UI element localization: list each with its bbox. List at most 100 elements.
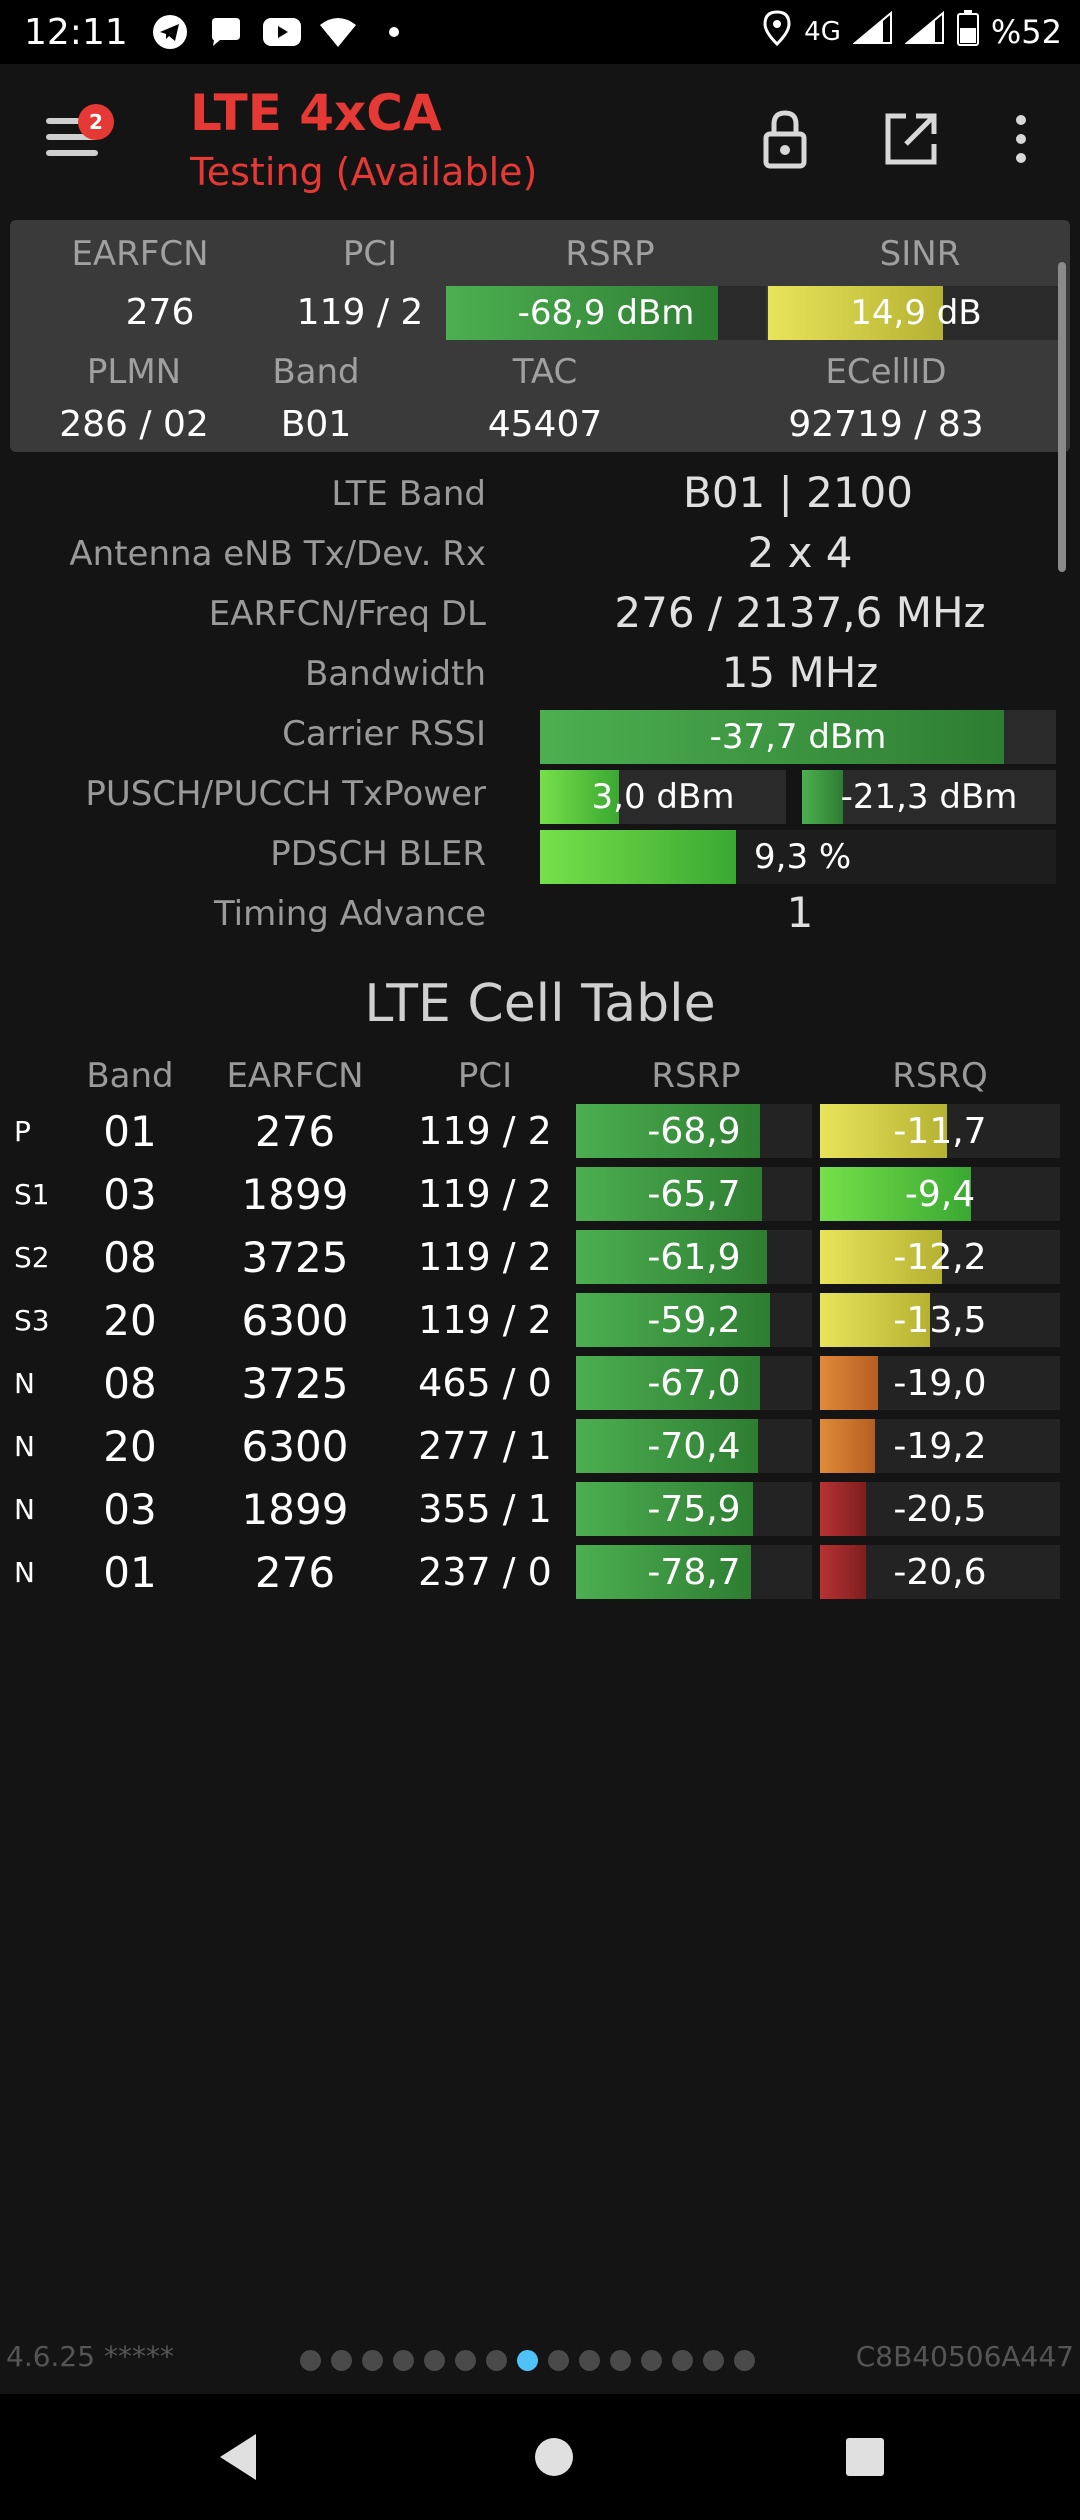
- cell-rsrp-bar: -70,4: [576, 1419, 812, 1473]
- signal-icon: [852, 10, 893, 53]
- page-title: LTE 4xCA: [190, 84, 442, 142]
- pucch-value: -21,3 dBm: [840, 777, 1018, 817]
- antenna-label: Antenna eNB Tx/Dev. Rx: [69, 534, 486, 574]
- cell-pci: 119 / 2: [418, 1298, 552, 1342]
- cell-rsrq-value: -19,2: [893, 1425, 987, 1467]
- ecellid-value: 92719 / 83: [788, 404, 984, 445]
- page-dot[interactable]: [703, 2350, 724, 2371]
- status-time: 12:11: [24, 11, 128, 53]
- pusch-bar: 3,0 dBm: [540, 770, 786, 824]
- cell-table-title: LTE Cell Table: [364, 974, 716, 1034]
- rsrp-value: -68,9 dBm: [517, 293, 695, 333]
- page-dot[interactable]: [672, 2350, 693, 2371]
- col-earfcn: EARFCN: [226, 1056, 364, 1096]
- cell-rsrq-value: -20,5: [893, 1488, 987, 1530]
- cell-earfcn: 3725: [241, 1232, 349, 1282]
- bandwidth-label: Bandwidth: [304, 654, 486, 694]
- lock-button[interactable]: [750, 104, 820, 174]
- antenna-value: 2 x 4: [747, 528, 853, 577]
- telegram-icon: [150, 12, 190, 52]
- cell-rsrq-value: -11,7: [893, 1110, 987, 1152]
- cell-band: 20: [103, 1421, 157, 1471]
- plmn-value: 286 / 02: [59, 404, 209, 445]
- cell-pci: 119 / 2: [418, 1235, 552, 1279]
- rssi-value: -37,7 dBm: [709, 717, 887, 757]
- page-dot[interactable]: [610, 2350, 631, 2371]
- open-external-button[interactable]: [876, 104, 946, 174]
- earfcn-label: EARFCN: [71, 234, 209, 274]
- col-rsrp: RSRP: [651, 1056, 741, 1096]
- cell-rsrp-value: -75,9: [647, 1488, 741, 1530]
- rssi-label: Carrier RSSI: [282, 714, 486, 754]
- page-dot[interactable]: [393, 2350, 414, 2371]
- wifi-icon: [318, 12, 358, 52]
- sinr-label: SINR: [879, 234, 961, 274]
- cell-type: S2: [14, 1240, 50, 1274]
- table-row: N 03 1899 355 / 1 -75,9 -20,5: [0, 1478, 1080, 1540]
- rssi-bar: -37,7 dBm: [540, 710, 1056, 764]
- page-dot[interactable]: [548, 2350, 569, 2371]
- cell-pci: 465 / 0: [418, 1361, 552, 1405]
- page-dot[interactable]: [734, 2350, 755, 2371]
- pci-value: 119 / 2: [296, 292, 424, 333]
- cell-rsrp-value: -61,9: [647, 1236, 741, 1278]
- table-row: S3 20 6300 119 / 2 -59,2 -13,5: [0, 1289, 1080, 1351]
- page-dot[interactable]: [424, 2350, 445, 2371]
- bler-value: 9,3 %: [754, 837, 852, 877]
- page-dot[interactable]: [641, 2350, 662, 2371]
- lte-band-label: LTE Band: [331, 474, 486, 514]
- cell-band: 08: [103, 1232, 157, 1282]
- bler-bar: 9,3 %: [540, 830, 1056, 884]
- earfcn-freq-value: 276 / 2137,6 MHz: [614, 588, 986, 637]
- cell-rsrq-value: -12,2: [893, 1236, 987, 1278]
- cell-rsrq-bar: -19,2: [820, 1419, 1060, 1473]
- signal-icon: [904, 10, 945, 53]
- tac-label: TAC: [512, 352, 578, 392]
- back-button[interactable]: [206, 2424, 272, 2490]
- serving-cell-panel: EARFCN PCI RSRP SINR 276 119 / 2 -68,9 d…: [10, 220, 1070, 452]
- cell-rsrp-value: -70,4: [647, 1425, 741, 1467]
- cell-rsrq-bar: -9,4: [820, 1167, 1060, 1221]
- pci-label: PCI: [342, 234, 398, 274]
- cell-rsrq-value: -20,6: [893, 1551, 987, 1593]
- page-dot[interactable]: [300, 2350, 321, 2371]
- page-dot[interactable]: [517, 2350, 538, 2371]
- page-dot[interactable]: [486, 2350, 507, 2371]
- cell-type: P: [14, 1114, 31, 1148]
- network-type: 4G: [804, 17, 841, 47]
- status-bar: 12:11 4G %52: [0, 0, 1080, 64]
- cell-rsrp-bar: -68,9: [576, 1104, 812, 1158]
- txpower-label: PUSCH/PUCCH TxPower: [85, 774, 486, 814]
- cell-rsrp-bar: -61,9: [576, 1230, 812, 1284]
- page-dot[interactable]: [331, 2350, 352, 2371]
- cell-band: 01: [103, 1106, 157, 1156]
- sinr-value: 14,9 dB: [850, 293, 982, 333]
- cell-type: N: [14, 1366, 35, 1400]
- chat-icon: [206, 12, 246, 52]
- cell-rsrp-value: -67,0: [647, 1362, 741, 1404]
- more-options-button[interactable]: [986, 104, 1056, 174]
- page-dot[interactable]: [362, 2350, 383, 2371]
- cell-pci: 277 / 1: [418, 1424, 552, 1468]
- page-dot[interactable]: [579, 2350, 600, 2371]
- cell-rsrp-bar: -67,0: [576, 1356, 812, 1410]
- app-bar: 2 LTE 4xCA Testing (Available): [0, 64, 1080, 214]
- bler-label: PDSCH BLER: [270, 834, 486, 874]
- cell-rsrp-value: -59,2: [647, 1299, 741, 1341]
- cell-pci: 355 / 1: [418, 1487, 552, 1531]
- ecellid-label: ECellID: [825, 352, 947, 392]
- table-row: S1 03 1899 119 / 2 -65,7 -9,4: [0, 1163, 1080, 1225]
- table-row: N 01 276 237 / 0 -78,7 -20,6: [0, 1541, 1080, 1603]
- cell-earfcn: 276: [254, 1106, 336, 1156]
- page-dot[interactable]: [455, 2350, 476, 2371]
- footer: 4.6.25 ***** C8B40506A447: [0, 2340, 1080, 2380]
- menu-button[interactable]: 2: [36, 104, 114, 174]
- recents-button[interactable]: [832, 2424, 898, 2490]
- scrollbar[interactable]: [1058, 262, 1066, 572]
- rsrp-label: RSRP: [565, 234, 655, 274]
- home-button[interactable]: [521, 2424, 587, 2490]
- cell-rsrq-bar: -20,6: [820, 1545, 1060, 1599]
- cell-band: 03: [103, 1484, 157, 1534]
- table-row: N 08 3725 465 / 0 -67,0 -19,0: [0, 1352, 1080, 1414]
- cell-band: 20: [103, 1295, 157, 1345]
